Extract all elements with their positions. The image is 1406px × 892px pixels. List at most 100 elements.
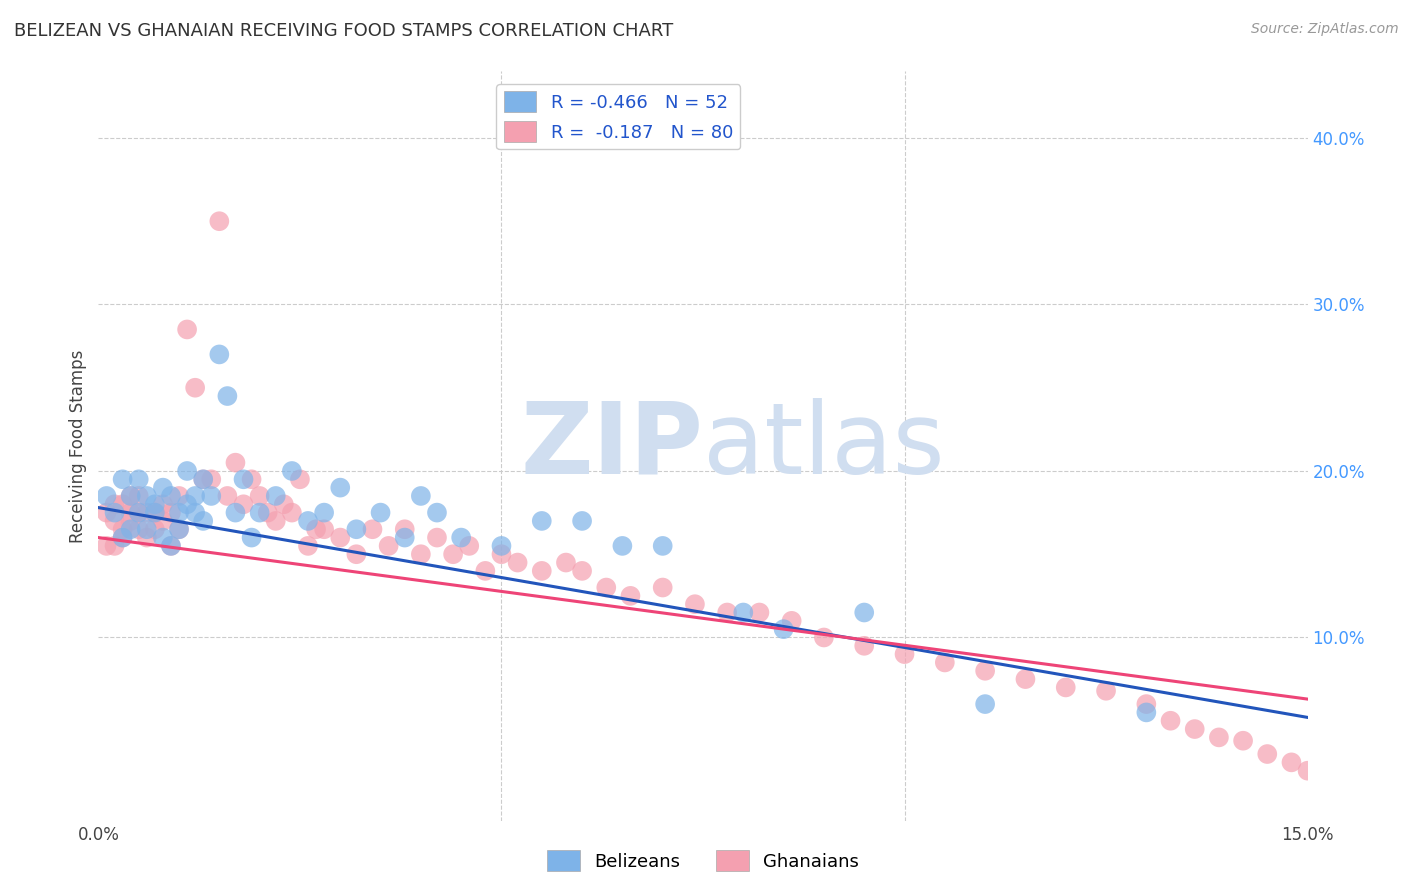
Point [426, 506, 449, 520]
Point [329, 481, 352, 495]
Point [152, 514, 174, 528]
Point [160, 539, 183, 553]
Text: BELIZEAN VS GHANAIAN RECEIVING FOOD STAMPS CORRELATION CHART: BELIZEAN VS GHANAIAN RECEIVING FOOD STAM… [14, 22, 673, 40]
Point [217, 489, 239, 503]
Point [143, 506, 166, 520]
Point [103, 539, 125, 553]
Point [780, 614, 803, 628]
Point [934, 656, 956, 670]
Point [314, 522, 336, 536]
Text: atlas: atlas [703, 398, 945, 494]
Point [167, 522, 190, 536]
Point [240, 472, 263, 486]
Point [111, 531, 134, 545]
Point [772, 622, 794, 636]
Point [853, 606, 876, 620]
Point [1208, 731, 1230, 745]
Point [135, 522, 157, 536]
Point [143, 522, 166, 536]
Point [1054, 681, 1077, 695]
Point [103, 506, 125, 520]
Point [530, 514, 553, 528]
Point [128, 506, 150, 520]
Point [409, 547, 432, 561]
Point [281, 464, 304, 478]
Point [314, 506, 336, 520]
Point [103, 514, 125, 528]
Point [612, 539, 634, 553]
Point [571, 564, 593, 578]
Point [224, 456, 246, 470]
Point [716, 606, 738, 620]
Point [458, 539, 481, 553]
Point [193, 514, 215, 528]
Point [297, 539, 319, 553]
Point [232, 472, 254, 486]
Point [128, 489, 150, 503]
Point [281, 506, 304, 520]
Y-axis label: Receiving Food Stamps: Receiving Food Stamps [69, 350, 87, 542]
Point [651, 539, 673, 553]
Point [128, 472, 150, 486]
Point [595, 581, 617, 595]
Point [619, 589, 641, 603]
Point [426, 531, 449, 545]
Point [224, 506, 246, 520]
Point [176, 497, 198, 511]
Point [128, 506, 150, 520]
Point [1296, 764, 1319, 778]
Point [143, 506, 166, 520]
Point [120, 489, 142, 503]
Point [297, 514, 319, 528]
Point [1256, 747, 1278, 761]
Point [530, 564, 553, 578]
Point [96, 539, 118, 553]
Point [176, 464, 198, 478]
Point [264, 489, 287, 503]
Point [208, 214, 231, 228]
Point [249, 489, 271, 503]
Point [152, 497, 174, 511]
Point [893, 647, 915, 661]
Point [1160, 714, 1182, 728]
Text: ZIP: ZIP [520, 398, 703, 494]
Point [974, 697, 997, 711]
Point [184, 489, 207, 503]
Point [167, 489, 190, 503]
Point [152, 481, 174, 495]
Point [256, 506, 278, 520]
Point [160, 506, 183, 520]
Point [506, 556, 529, 570]
Point [394, 522, 416, 536]
Point [111, 497, 134, 511]
Point [394, 531, 416, 545]
Point [288, 472, 311, 486]
Point [160, 539, 183, 553]
Point [377, 539, 399, 553]
Point [1135, 697, 1157, 711]
Point [491, 539, 513, 553]
Point [370, 506, 392, 520]
Point [264, 514, 287, 528]
Point [361, 522, 384, 536]
Point [167, 522, 190, 536]
Point [200, 489, 222, 503]
Point [571, 514, 593, 528]
Point [974, 664, 997, 678]
Point [1135, 706, 1157, 720]
Point [193, 472, 215, 486]
Text: Source: ZipAtlas.com: Source: ZipAtlas.com [1251, 22, 1399, 37]
Point [120, 489, 142, 503]
Point [249, 506, 271, 520]
Point [111, 531, 134, 545]
Point [128, 522, 150, 536]
Point [733, 606, 755, 620]
Point [240, 531, 263, 545]
Point [120, 522, 142, 536]
Point [748, 606, 770, 620]
Point [1232, 733, 1254, 747]
Point [441, 547, 464, 561]
Point [111, 522, 134, 536]
Point [1281, 756, 1303, 770]
Point [135, 531, 157, 545]
